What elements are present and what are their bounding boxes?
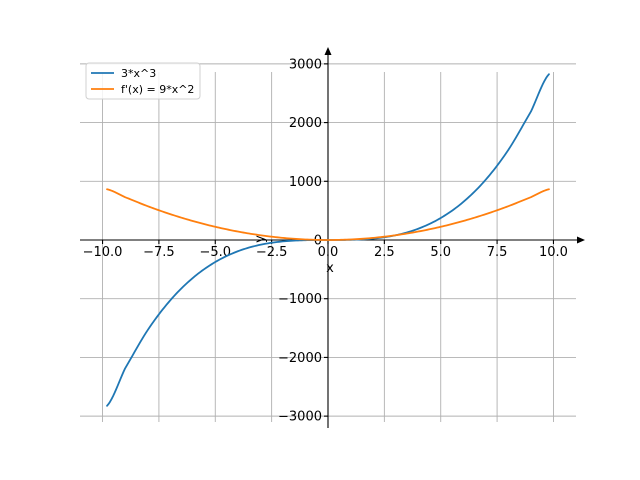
series-line-1 <box>106 188 550 241</box>
y-tick-label-0: −3000 <box>278 410 322 425</box>
y-axis-arrow <box>324 47 332 55</box>
y-tick-label-1: −2000 <box>278 351 322 366</box>
tick-marks: −10.0 −7.5 −5.0 −2.5 0.0 2.5 5.0 7.5 10.0 −3000 −2… <box>83 57 568 424</box>
x-tick-label-1: −7.5 <box>143 245 175 260</box>
x-tick-label-0: −10.0 <box>83 245 123 260</box>
y-axis-label: y <box>253 235 268 243</box>
axes <box>80 47 585 428</box>
x-tick-label-4: 0.0 <box>318 245 339 260</box>
legend-label-1: f'(x) = 9*x^2 <box>121 83 194 96</box>
y-tick-label-4: 1000 <box>289 175 322 190</box>
y-tick-label-6: 3000 <box>289 57 322 72</box>
x-tick-label-7: 7.5 <box>487 245 508 260</box>
y-tick-label-2: −1000 <box>278 292 322 307</box>
legend: 3*x^3 f'(x) = 9*x^2 <box>85 62 201 100</box>
legend-label-0: 3*x^3 <box>121 67 156 80</box>
x-tick-label-5: 2.5 <box>374 245 395 260</box>
y-tick-label-3: 0 <box>314 234 322 249</box>
x-axis-label: x <box>326 261 334 276</box>
x-axis-arrow <box>577 236 585 244</box>
y-tick-label-5: 2000 <box>289 116 322 131</box>
x-tick-label-6: 5.0 <box>430 245 451 260</box>
x-tick-label-2: −5.0 <box>199 245 231 260</box>
series-lines <box>106 73 550 407</box>
x-tick-label-3: −2.5 <box>256 245 288 260</box>
x-tick-label-8: 10.0 <box>539 245 568 260</box>
legend-box <box>85 62 201 100</box>
